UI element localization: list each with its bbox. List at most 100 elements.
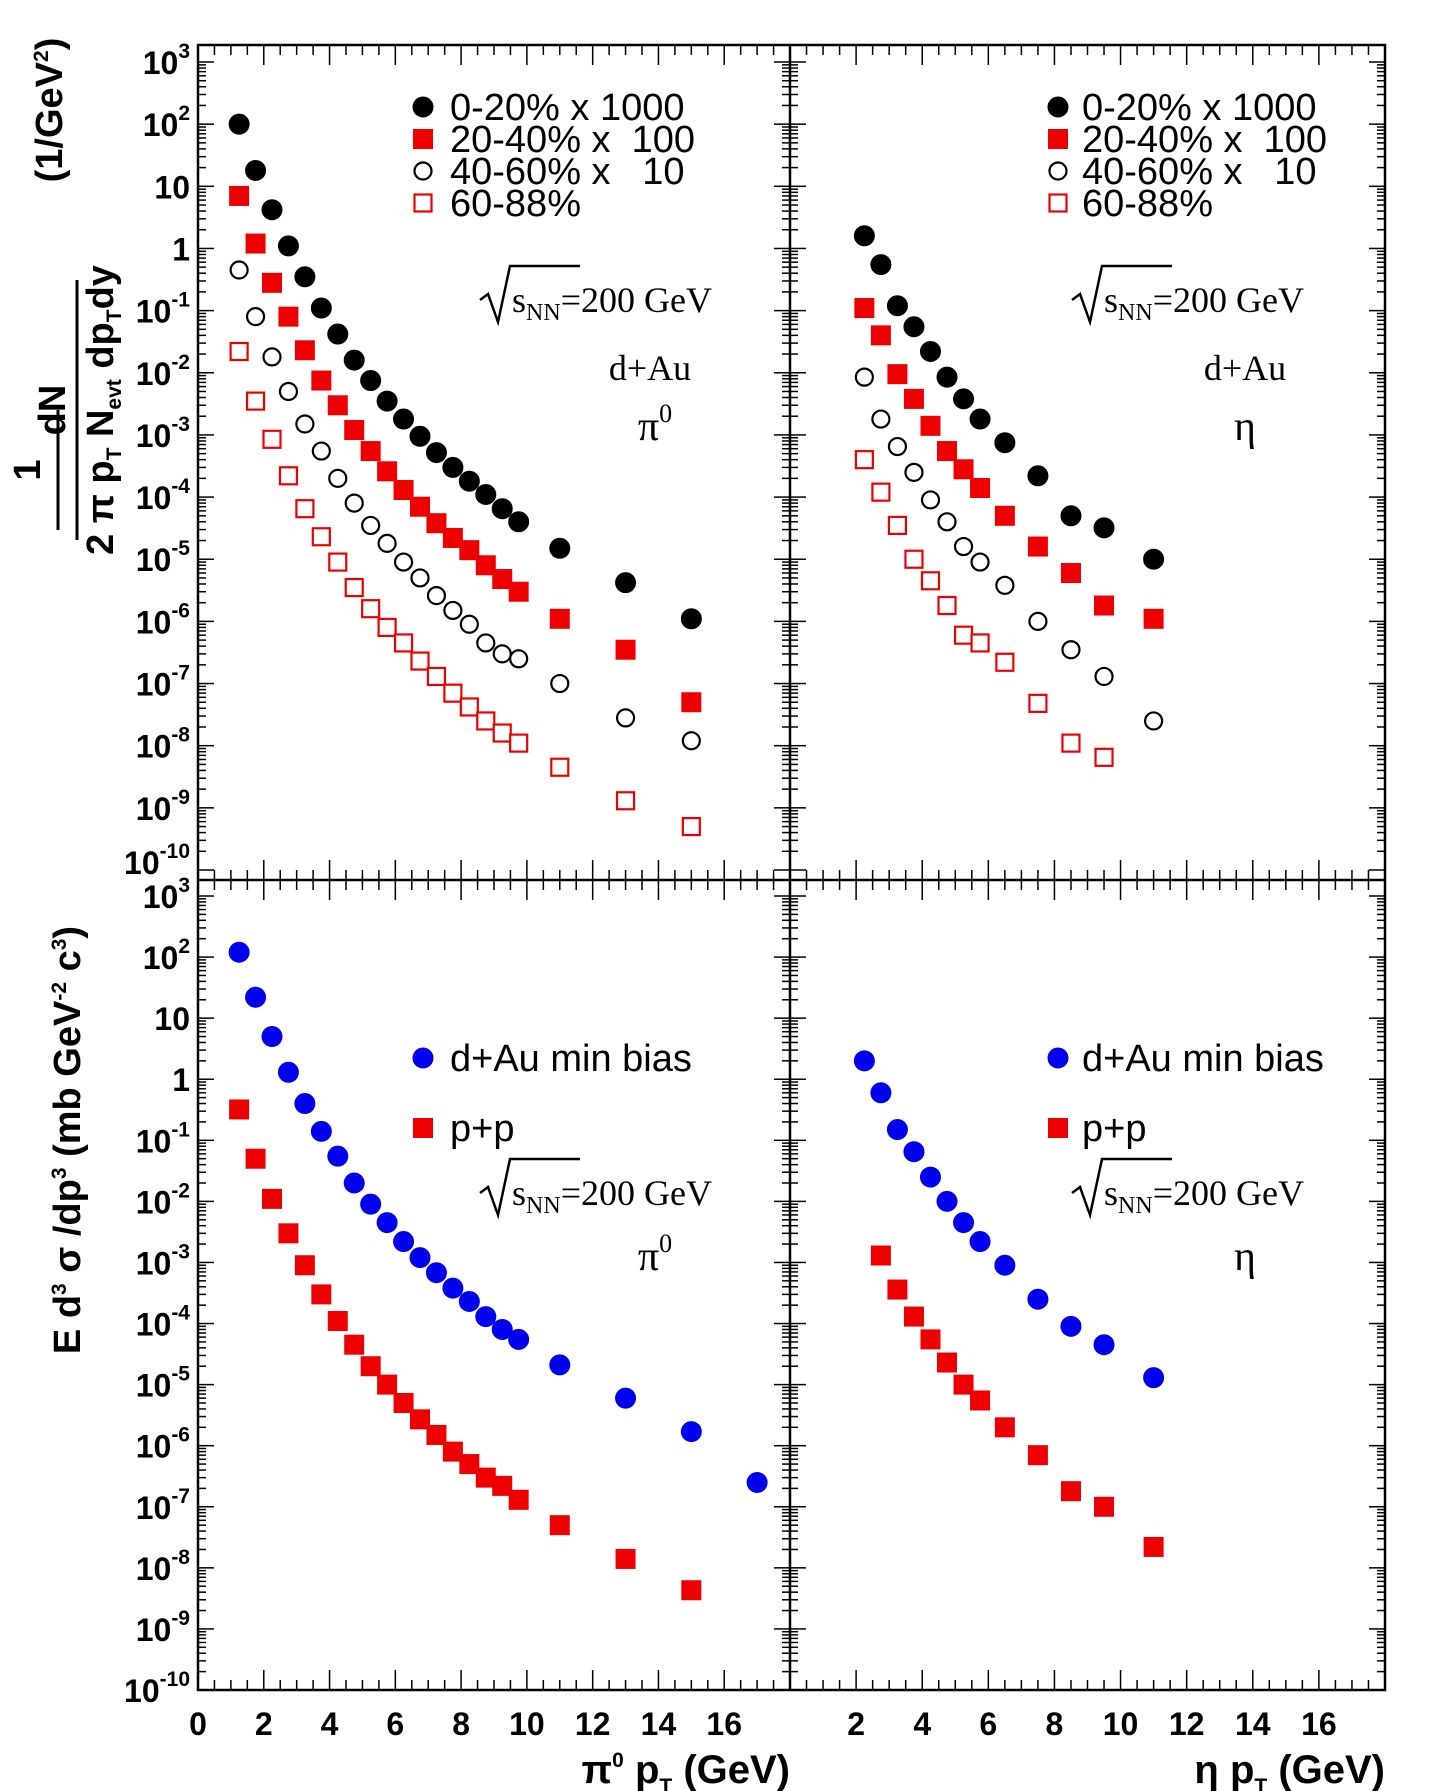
data-points <box>228 113 1165 1601</box>
data-point <box>360 370 382 392</box>
data-point <box>970 552 990 572</box>
data-point <box>549 1515 570 1536</box>
data-point <box>681 731 701 751</box>
collision-label: d+Au <box>1204 348 1286 388</box>
legend-label: d+Au min bias <box>1082 1038 1324 1080</box>
data-point <box>393 633 414 653</box>
y-tick-label: 10-2 <box>136 1179 190 1220</box>
data-point <box>549 537 571 559</box>
data-point <box>344 420 365 441</box>
data-point <box>278 466 299 486</box>
data-point <box>426 666 447 687</box>
data-point <box>1144 711 1164 731</box>
legend-label: 20-40% x 100 <box>1082 119 1327 161</box>
data-point <box>245 1148 266 1169</box>
data-point <box>277 235 299 257</box>
data-point <box>328 468 348 488</box>
legend-label: p+p <box>1082 1108 1146 1150</box>
y-tick-label: 10-10 <box>124 1668 190 1709</box>
y-tick-label: 10-10 <box>124 840 190 881</box>
y-tick-label: 10-7 <box>136 1485 190 1526</box>
data-point <box>680 1421 702 1443</box>
sqrt-symbol <box>1071 264 1172 327</box>
data-point <box>327 1145 349 1167</box>
legend-marker <box>1048 161 1068 181</box>
data-point <box>953 536 974 557</box>
legend-marker <box>1048 193 1068 213</box>
data-point <box>327 1311 348 1332</box>
data-point <box>410 1409 430 1430</box>
legend-marker <box>413 1118 433 1138</box>
data-point <box>376 390 398 412</box>
svg-text:(1/GeV2): (1/GeV2) <box>29 38 71 183</box>
data-point <box>278 306 299 327</box>
data-point <box>854 298 875 319</box>
data-point <box>1027 536 1048 557</box>
data-point <box>1060 563 1081 584</box>
data-point <box>969 408 991 430</box>
data-point <box>311 370 332 391</box>
y-tick-label: 10-1 <box>136 289 191 330</box>
data-point <box>1027 465 1049 487</box>
data-point <box>443 600 463 621</box>
data-point <box>1060 505 1082 527</box>
data-point <box>425 442 447 464</box>
data-point <box>443 683 463 703</box>
data-point <box>937 512 957 532</box>
y-tick-label: 103 <box>143 874 190 915</box>
data-point <box>870 325 891 346</box>
data-point <box>1094 595 1115 616</box>
data-point <box>746 1471 768 1493</box>
data-point <box>680 608 702 630</box>
data-point <box>310 1120 332 1142</box>
sqrt-s-label: sNN=200 GeV <box>479 264 712 327</box>
legend-label: d+Au min bias <box>450 1038 692 1080</box>
data-point <box>681 692 702 713</box>
y-tick-label: 10 <box>154 169 190 205</box>
data-point <box>1060 1481 1081 1502</box>
data-point <box>994 432 1016 454</box>
data-point <box>262 429 282 449</box>
data-point <box>278 381 299 402</box>
sqrt-symbol <box>1071 1157 1172 1220</box>
collision-label: d+Au <box>609 348 691 388</box>
y-axis-title-top-units: (1/GeV2) <box>29 38 71 183</box>
data-point <box>936 1190 958 1212</box>
data-point <box>1143 608 1164 629</box>
data-point <box>410 568 430 588</box>
data-point <box>344 1334 365 1355</box>
data-point <box>995 652 1015 672</box>
data-point <box>311 527 331 547</box>
sqrt-s-text: sNN=200 GeV <box>512 280 712 326</box>
y-tick-label: 10-5 <box>136 537 191 578</box>
data-point <box>549 608 570 629</box>
data-point <box>492 723 512 743</box>
data-point <box>887 436 908 457</box>
legend-marker <box>1048 129 1068 149</box>
data-point <box>903 1141 925 1163</box>
sqrt-s-label: sNN=200 GeV <box>1071 264 1304 327</box>
y-tick-label: 10-9 <box>136 786 190 827</box>
x-tick-label: 4 <box>321 1706 339 1742</box>
data-point <box>376 1212 398 1234</box>
data-point <box>294 1255 315 1276</box>
y-axis-title-top-one: 1 <box>7 459 49 480</box>
data-point <box>426 585 447 606</box>
data-point <box>492 1475 513 1496</box>
data-point <box>1143 548 1165 570</box>
data-point <box>278 1223 299 1244</box>
data-point <box>442 1441 463 1462</box>
data-point <box>425 1262 447 1284</box>
data-point <box>229 341 249 362</box>
legend-label: 20-40% x 100 <box>450 119 695 161</box>
sqrt-symbol <box>479 264 580 327</box>
data-point <box>904 462 924 482</box>
sqrt-s-text: sNN=200 GeV <box>512 1173 712 1219</box>
particle-label: π0 <box>638 399 672 450</box>
data-point <box>937 1352 958 1373</box>
data-point <box>245 391 266 411</box>
sqrt-s-text: sNN=200 GeV <box>1104 1173 1304 1219</box>
data-point <box>442 456 464 478</box>
data-point <box>871 482 891 502</box>
data-point <box>920 490 941 510</box>
